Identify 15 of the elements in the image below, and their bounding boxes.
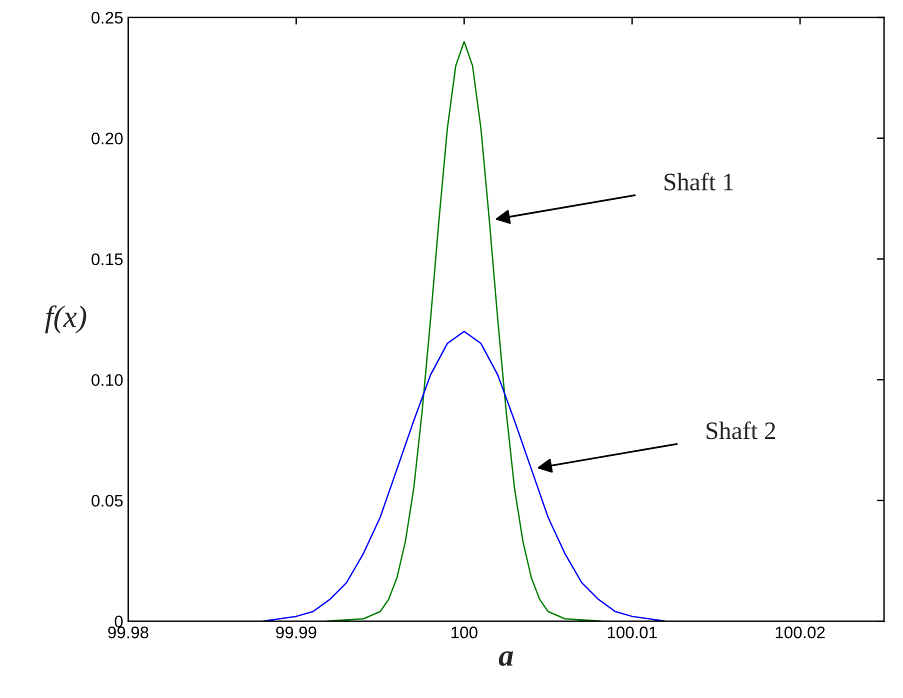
annotation: Shaft 1 — [664, 172, 733, 190]
x-tick-label: 100 — [452, 626, 478, 638]
y-tick-label: 0.15 — [92, 253, 123, 266]
annotation: Shaft 2 — [706, 421, 776, 440]
x-tick-label: 100.02 — [776, 626, 825, 638]
y-tick-label: 0.20 — [92, 132, 123, 144]
y-axis-title: f(x) — [45, 305, 86, 334]
y-tick-label: 0.10 — [92, 374, 123, 386]
x-tick-label: 99.98 — [108, 626, 148, 638]
x-tick-label: 100.01 — [608, 626, 657, 638]
y-tick-label: 0 — [114, 616, 123, 628]
y-tick-label: 0.25 — [92, 12, 123, 24]
x-tick-label: 99.99 — [276, 626, 316, 638]
y-tick-label: 0.05 — [92, 494, 123, 507]
x-axis-title: a — [498, 651, 514, 666]
